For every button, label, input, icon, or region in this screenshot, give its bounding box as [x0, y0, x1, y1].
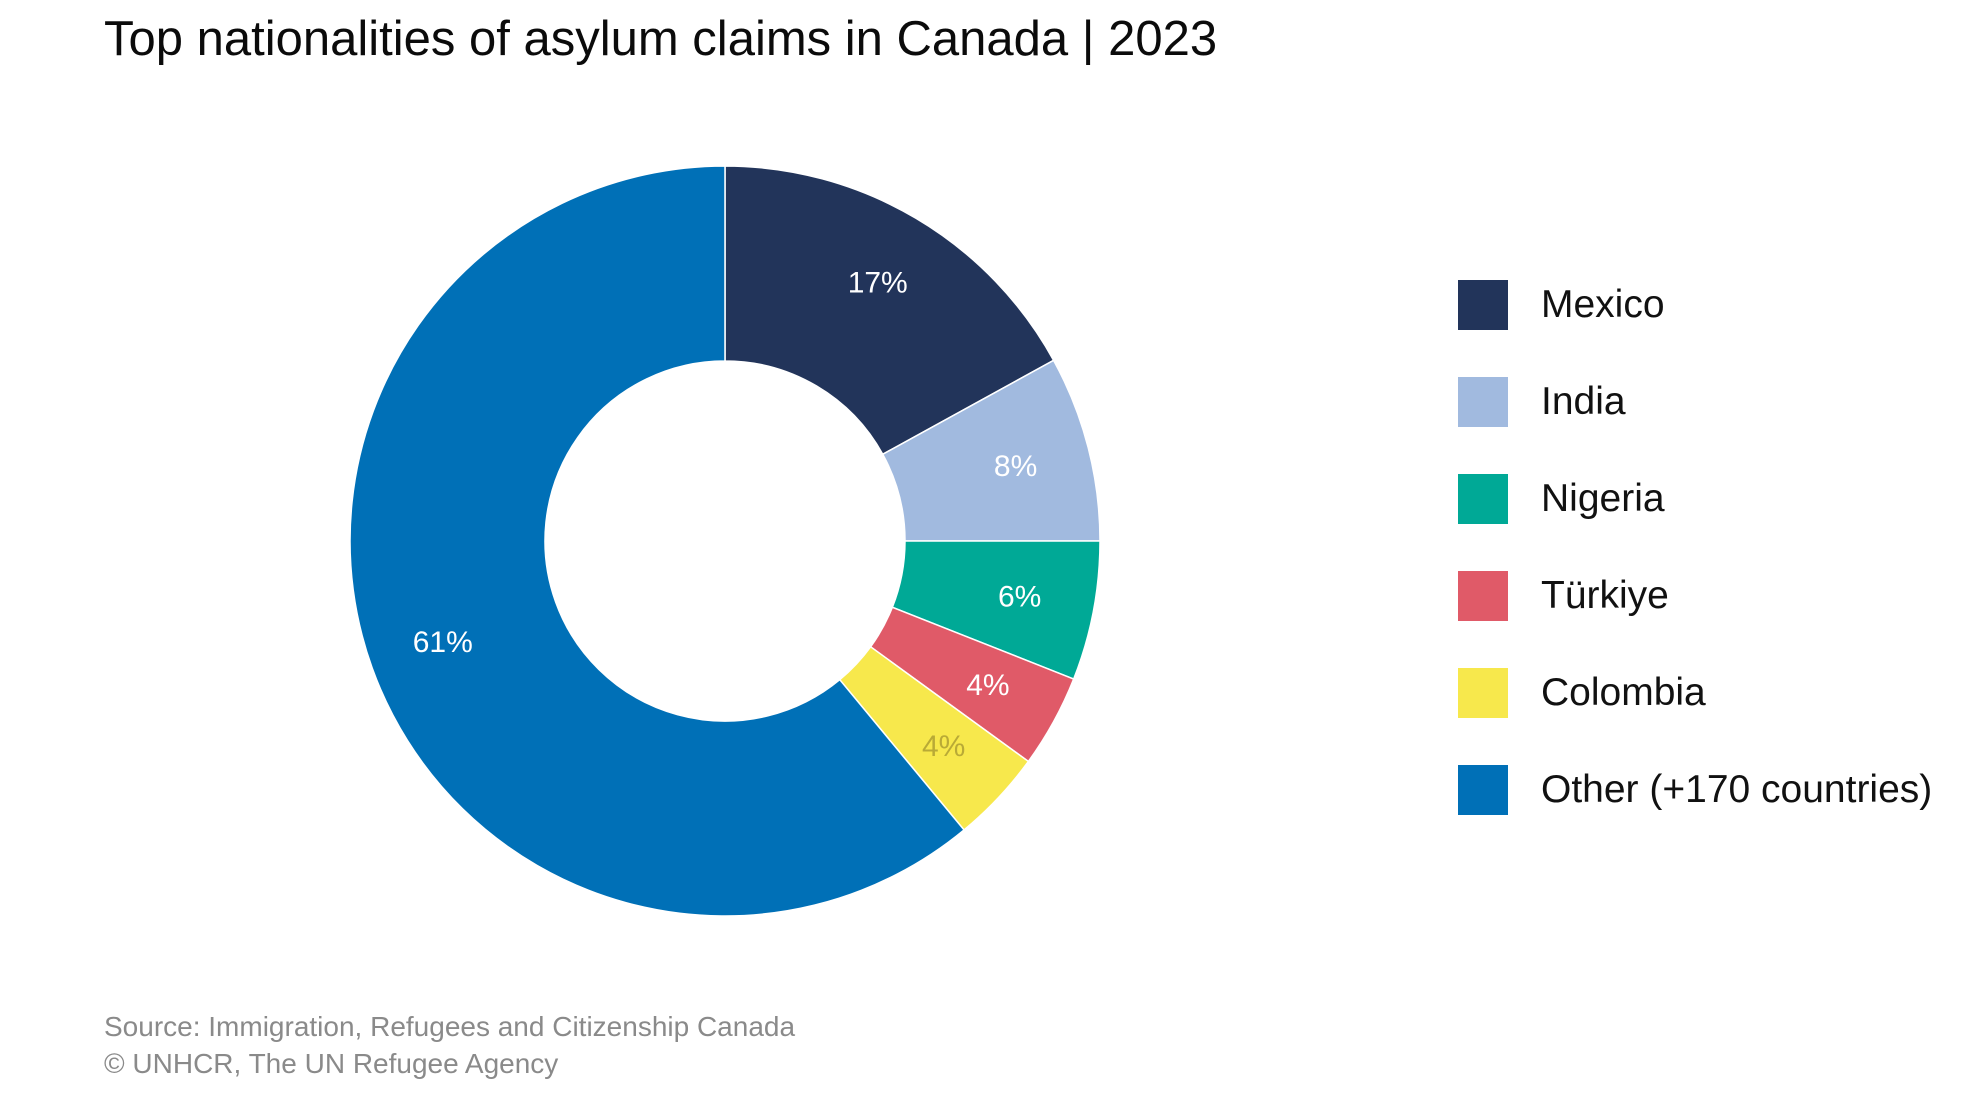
donut-slices — [349, 165, 1101, 917]
slice-data-label: 8% — [994, 450, 1037, 483]
source-line: Source: Immigration, Refugees and Citize… — [104, 1011, 796, 1042]
legend-swatch — [1458, 668, 1508, 718]
legend-swatch — [1458, 765, 1508, 815]
copyright-line: © UNHCR, The UN Refugee Agency — [104, 1048, 559, 1079]
chart-title: Top nationalities of asylum claims in Ca… — [104, 12, 1218, 66]
legend-item: Mexico — [1458, 280, 1932, 330]
legend-swatch — [1458, 377, 1508, 427]
legend: Mexico India Nigeria Türkiye Colombia Other (… — [1458, 280, 1932, 862]
legend-item: Türkiye — [1458, 571, 1932, 621]
legend-label: India — [1541, 380, 1626, 423]
legend-label: Colombia — [1541, 671, 1706, 714]
legend-label: Other (+170 countries) — [1541, 768, 1933, 811]
slice-data-label: 4% — [966, 669, 1009, 702]
legend-item: Nigeria — [1458, 474, 1932, 524]
legend-item: Colombia — [1458, 668, 1932, 718]
legend-item: Other (+170 countries) — [1458, 765, 1932, 815]
donut-slice-other — [349, 165, 966, 917]
legend-swatch — [1458, 280, 1508, 330]
legend-label: Mexico — [1541, 283, 1665, 326]
slice-data-label: 61% — [413, 626, 473, 659]
legend-swatch — [1458, 474, 1508, 524]
legend-label: Nigeria — [1541, 477, 1665, 520]
slice-data-label: 4% — [922, 730, 965, 763]
slice-data-label: 6% — [998, 581, 1041, 614]
legend-swatch — [1458, 571, 1508, 621]
donut-slice-labels: 17% 8% 6% 4%4% 61% — [413, 266, 1042, 763]
source-note: Source: Immigration, Refugees and Citize… — [104, 1008, 795, 1082]
donut-slice-mexico — [724, 165, 1055, 456]
slice-data-label: 17% — [848, 266, 908, 299]
legend-label: Türkiye — [1541, 574, 1669, 617]
legend-item: India — [1458, 377, 1932, 427]
